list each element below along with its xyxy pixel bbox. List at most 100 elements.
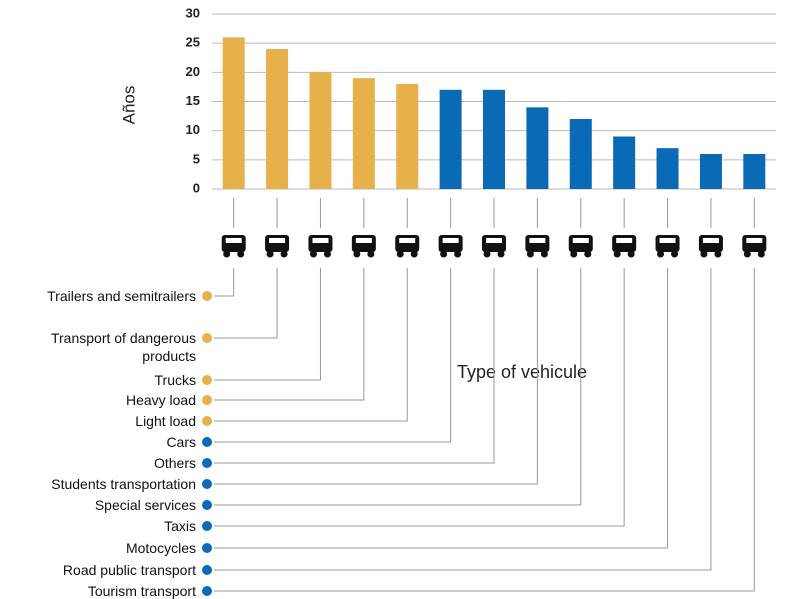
- bar: [526, 107, 549, 189]
- vehicle-icon-wheel: [757, 250, 765, 258]
- leader-line: [214, 268, 235, 297]
- vehicle-icon-wheel: [657, 250, 665, 258]
- bar: [656, 148, 679, 189]
- bar: [266, 49, 289, 189]
- vehicle-icon-wheel: [454, 250, 462, 258]
- legend-dot: [202, 333, 212, 343]
- vehicle-icon: [265, 235, 290, 252]
- bar: [439, 89, 462, 189]
- vehicle-icon-wheel: [367, 250, 375, 258]
- vehicle-icon-wheel: [627, 250, 635, 258]
- vehicle-icon: [568, 235, 593, 252]
- vehicle-icon-window: [702, 238, 719, 243]
- y-tick-label: 20: [186, 64, 200, 79]
- vehicle-icon: [698, 235, 723, 252]
- vehicle-icon-window: [529, 238, 546, 243]
- category-label: Cars: [166, 434, 196, 450]
- vehicle-icon-wheel: [353, 250, 361, 258]
- vehicle-icon-window: [486, 238, 502, 243]
- vehicle-icon: [395, 235, 420, 252]
- leader-line: [214, 268, 408, 422]
- vehicle-icon: [525, 235, 550, 252]
- vehicle-icon: [221, 235, 246, 252]
- y-axis-label: Años: [119, 86, 138, 125]
- bar: [613, 136, 636, 189]
- vehicle-icon-window: [616, 238, 633, 243]
- vehicle-icon-wheel: [396, 250, 404, 258]
- vehicle-icon-window: [399, 238, 416, 243]
- vehicle-icon-wheel: [497, 250, 505, 258]
- legend-dot: [202, 586, 212, 596]
- legend-dot: [202, 291, 212, 301]
- category-label: Road public transport: [62, 562, 196, 578]
- vehicle-icon: [308, 235, 333, 252]
- vehicle-icon-window: [659, 238, 676, 243]
- leader-line: [214, 268, 712, 571]
- vehicle-icon-wheel: [280, 250, 288, 258]
- leader-line: [214, 268, 582, 506]
- y-tick-label: 0: [193, 180, 200, 195]
- y-tick-label: 15: [186, 93, 200, 108]
- vehicle-icon-window: [442, 238, 459, 243]
- vehicle-icon-wheel: [671, 250, 679, 258]
- vehicle-icon-window: [746, 238, 763, 243]
- leader-line: [214, 268, 365, 401]
- leader-line: [214, 268, 755, 592]
- category-label: Students transportation: [51, 476, 196, 492]
- bar: [352, 78, 375, 189]
- legend-dot: [202, 543, 212, 553]
- vehicle-icon-wheel: [410, 250, 418, 258]
- vehicle-icon-wheel: [483, 250, 491, 258]
- category-label: Trailers and semitrailers: [47, 288, 196, 304]
- leader-line: [214, 268, 321, 381]
- category-label: Others: [153, 455, 196, 471]
- vehicle-icon-wheel: [526, 250, 534, 258]
- vehicle-icon-wheel: [309, 250, 317, 258]
- bar: [309, 72, 332, 189]
- legend-dot: [202, 416, 212, 426]
- legend-dot: [202, 395, 212, 405]
- category-label: Taxis: [164, 518, 196, 534]
- category-label: Special services: [94, 497, 196, 513]
- leader-line: [214, 268, 669, 549]
- y-tick-label: 5: [193, 151, 200, 166]
- vehicle-icon: [655, 235, 680, 252]
- vehicle-icon: [351, 235, 376, 252]
- vehicle-icon-wheel: [323, 250, 331, 258]
- legend-dot: [202, 458, 212, 468]
- vehicle-icon-wheel: [266, 250, 274, 258]
- category-label: Transport of dangerous products: [50, 330, 196, 364]
- annotation: Type of vehicule: [457, 362, 587, 382]
- vehicle-icon-window: [269, 238, 286, 243]
- leader-line: [214, 268, 625, 527]
- legend-dot: [202, 565, 212, 575]
- vehicle-icon-wheel: [570, 250, 578, 258]
- legend-dot: [202, 521, 212, 531]
- vehicle-icon-window: [312, 238, 329, 243]
- vehicle-icon-window: [572, 238, 589, 243]
- bar: [222, 37, 245, 190]
- bar: [569, 119, 592, 189]
- vehicle-icon-wheel: [223, 250, 231, 258]
- vehicle-icon-wheel: [237, 250, 245, 258]
- category-label: Light load: [135, 413, 196, 429]
- vehicle-icon-wheel: [714, 250, 722, 258]
- vehicle-icon-wheel: [743, 250, 751, 258]
- vehicle-icon-wheel: [540, 250, 548, 258]
- category-label: Trucks: [154, 372, 196, 388]
- vehicle-icon-window: [355, 238, 372, 243]
- vehicle-icon: [482, 235, 506, 252]
- bar: [743, 154, 766, 189]
- vehicle-icon-wheel: [700, 250, 708, 258]
- vehicle-icon: [742, 235, 767, 252]
- legend-dot: [202, 500, 212, 510]
- bar: [483, 89, 505, 189]
- y-tick-label: 30: [186, 5, 200, 20]
- leader-line: [214, 268, 495, 464]
- category-label: Heavy load: [125, 392, 196, 408]
- bar: [699, 154, 722, 189]
- vehicle-icon-wheel: [440, 250, 448, 258]
- leader-line: [214, 268, 278, 339]
